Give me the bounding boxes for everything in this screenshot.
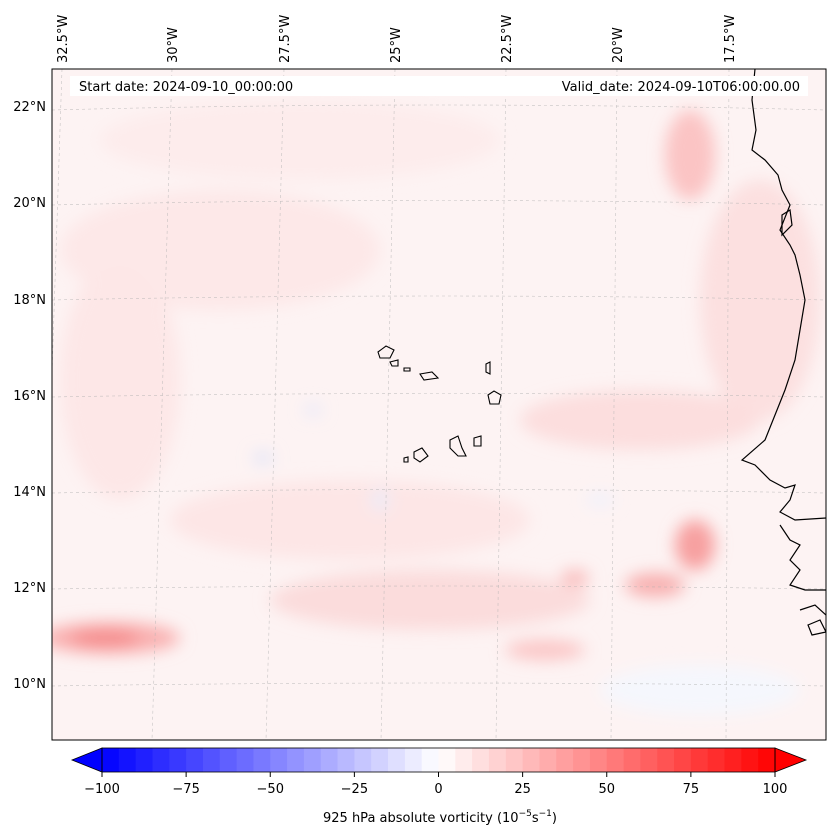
colorbar-label: 925 hPa absolute vorticity (10−5s−1) [323,809,557,826]
colorbar-cell [707,748,726,772]
colorbar-cell [152,748,170,772]
coastline [740,69,826,636]
graticule [52,69,826,740]
vorticity-field [52,100,820,715]
colorbar-tick-label: 100 [763,782,788,797]
colorbar-cell [236,748,254,772]
colorbar-cell [690,748,709,772]
colorbar-cell [253,748,271,772]
colorbar-cell [287,748,305,772]
lon-label: 22.5°W [500,15,515,63]
colorbar-cell [404,748,423,772]
colorbar-cell [505,748,524,772]
colorbar-cell [556,748,574,772]
cape-verde-islands [377,345,502,463]
colorbar-cell [135,748,153,772]
colorbar-cell [657,748,675,772]
colorbar-cell [421,748,439,772]
colorbar-cell [320,748,339,772]
lat-label: 10°N [13,677,46,692]
colorbar-cell [118,748,137,772]
colorbar-cell [219,748,238,772]
lat-label: 12°N [13,581,46,596]
colorbar-tick-label: −100 [84,782,120,797]
lon-label: 20°W [611,27,626,63]
colorbar-cell [102,748,120,772]
colorbar-cell [724,748,742,772]
colorbar-tick-label: −75 [172,782,199,797]
colorbar-cell [303,748,322,772]
colorbar-cell [472,748,490,772]
colorbar-cell [488,748,507,772]
colorbar-cell [741,748,759,772]
colorbar-cell [438,748,456,772]
colorbar-cells [102,748,776,772]
date-banner [70,76,808,96]
lat-label: 18°N [13,293,46,308]
colorbar-tick-label: 50 [598,782,615,797]
colorbar-tick-label: 25 [514,782,531,797]
lat-label: 16°N [13,389,46,404]
colorbar-min-arrow [70,747,103,773]
start-date-label: Start date: 2024-09-10_00:00:00 [79,80,293,95]
colorbar-cell [573,748,591,772]
colorbar-cell [606,748,625,772]
colorbar-cell [758,748,776,772]
valid-date-label: Valid_date: 2024-09-10T06:00:00.00 [562,80,800,95]
colorbar-max-arrow [774,747,808,773]
lon-label: 30°W [166,27,181,63]
colorbar-cell [371,748,389,772]
lat-label: 20°N [13,196,46,211]
colorbar-cell [186,748,204,772]
colorbar-cell [539,748,557,772]
lon-label: 25°W [389,27,404,63]
colorbar-tick-label: −50 [257,782,284,797]
colorbar-cell [388,748,406,772]
longitude-labels: 32.5°W 30°W 27.5°W 25°W 22.5°W 20°W 17.5… [56,15,738,63]
colorbar-tick-label: −25 [341,782,368,797]
colorbar-cell [522,748,540,772]
colorbar-cell [337,748,355,772]
latitude-labels: 22°N 20°N 18°N 16°N 14°N 12°N 10°N [13,100,46,692]
colorbar: −100 −75 −50 −25 0 25 50 75 100 925 hPa absolute… [70,747,808,826]
colorbar-cell [589,748,608,772]
lon-label: 32.5°W [56,15,71,63]
lat-label: 22°N [13,100,46,115]
colorbar-cell [455,748,473,772]
colorbar-cell [354,748,372,772]
lon-label: 27.5°W [278,15,293,63]
colorbar-cell [270,748,288,772]
lon-label: 17.5°W [723,15,738,63]
colorbar-cell [202,748,221,772]
colorbar-cell [640,748,658,772]
colorbar-ticks: −100 −75 −50 −25 0 25 50 75 100 [84,772,787,797]
map-frame [51,68,827,741]
colorbar-tick-label: 0 [434,782,442,797]
map-panel: Start date: 2024-09-10_00:00:00 Valid_da… [52,69,826,740]
colorbar-cell [169,748,187,772]
colorbar-cell [674,748,692,772]
lat-label: 14°N [13,485,46,500]
colorbar-cell [623,748,641,772]
colorbar-tick-label: 75 [683,782,700,797]
